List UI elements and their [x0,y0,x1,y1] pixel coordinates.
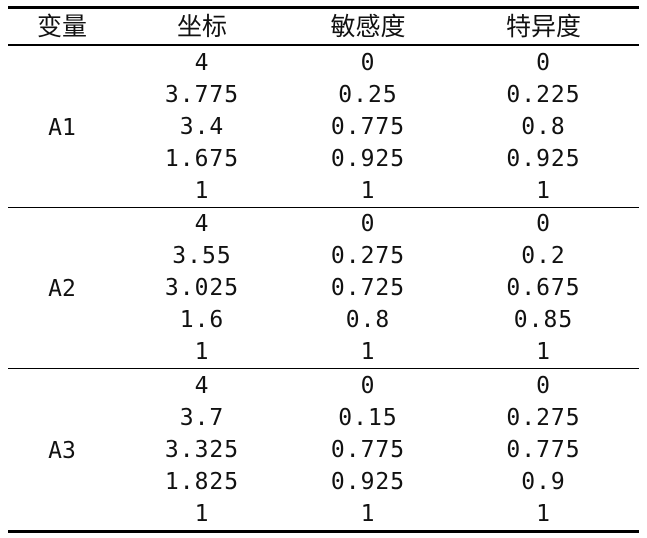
cell: 0.9 [521,469,566,495]
cell: 1.675 [164,146,240,172]
cell: 0 [536,373,551,399]
cell: 0.15 [338,405,398,431]
cell: 0.275 [330,243,406,269]
cell: 0.775 [330,114,406,140]
cell: 1 [194,501,210,527]
cell: 1 [536,339,551,365]
cell: 3.325 [164,437,240,463]
cell: 1 [360,339,376,365]
cell: 0 [360,211,376,237]
cell: 1 [194,178,210,204]
cell: 0.925 [330,469,406,495]
cell: 1 [360,178,376,204]
cell: 0.85 [513,307,574,333]
cell: 0 [536,50,551,76]
cell: 1.825 [164,469,240,495]
group-label-a1: A1 [48,115,76,141]
cell: 0.2 [521,243,566,269]
cell: 4 [194,211,210,237]
header-specificity: 特异度 [505,12,581,41]
cell: 0.225 [506,82,581,108]
cell: 0.675 [506,275,581,301]
group-label-a3: A3 [48,438,76,464]
cell: 3.55 [172,243,232,269]
cell: 0.725 [330,275,406,301]
cell: 0.25 [338,82,398,108]
group-label-a2: A2 [48,276,76,302]
cell: 3.775 [164,82,240,108]
cell: 1.6 [179,307,225,333]
cell: 4 [194,373,210,399]
header-sensitivity: 敏感度 [330,12,406,41]
cell: 1 [194,339,210,365]
cell: 0.775 [506,437,581,463]
cell: 0.925 [330,146,406,172]
group-separator [8,207,639,208]
cell: 0 [360,50,376,76]
cell: 0.775 [330,437,406,463]
cell: 0 [360,373,376,399]
cell: 0.925 [506,146,581,172]
cell: 3.4 [179,114,225,140]
header-variable: 变量 [36,12,87,41]
cell: 1 [536,501,551,527]
table-top-rule [8,6,639,9]
header-rule [8,44,639,46]
cell: 1 [536,178,551,204]
cell: 0.8 [345,307,391,333]
cell: 4 [194,50,210,76]
cell: 3.025 [164,275,240,301]
cell: 0.275 [506,405,581,431]
group-separator [8,368,639,369]
cell: 1 [360,501,376,527]
cell: 0.8 [521,114,566,140]
table-bottom-rule [8,530,639,533]
cell: 3.7 [179,405,225,431]
header-coordinate: 坐标 [176,12,227,41]
cell: 0 [536,211,551,237]
